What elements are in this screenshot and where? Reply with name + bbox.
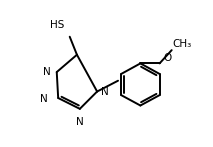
Text: N: N bbox=[43, 67, 51, 77]
Text: CH₃: CH₃ bbox=[172, 39, 192, 49]
Text: HS: HS bbox=[50, 20, 65, 30]
Text: N: N bbox=[40, 94, 48, 104]
Text: N: N bbox=[76, 117, 84, 127]
Text: O: O bbox=[163, 53, 172, 63]
Text: N: N bbox=[101, 87, 108, 97]
